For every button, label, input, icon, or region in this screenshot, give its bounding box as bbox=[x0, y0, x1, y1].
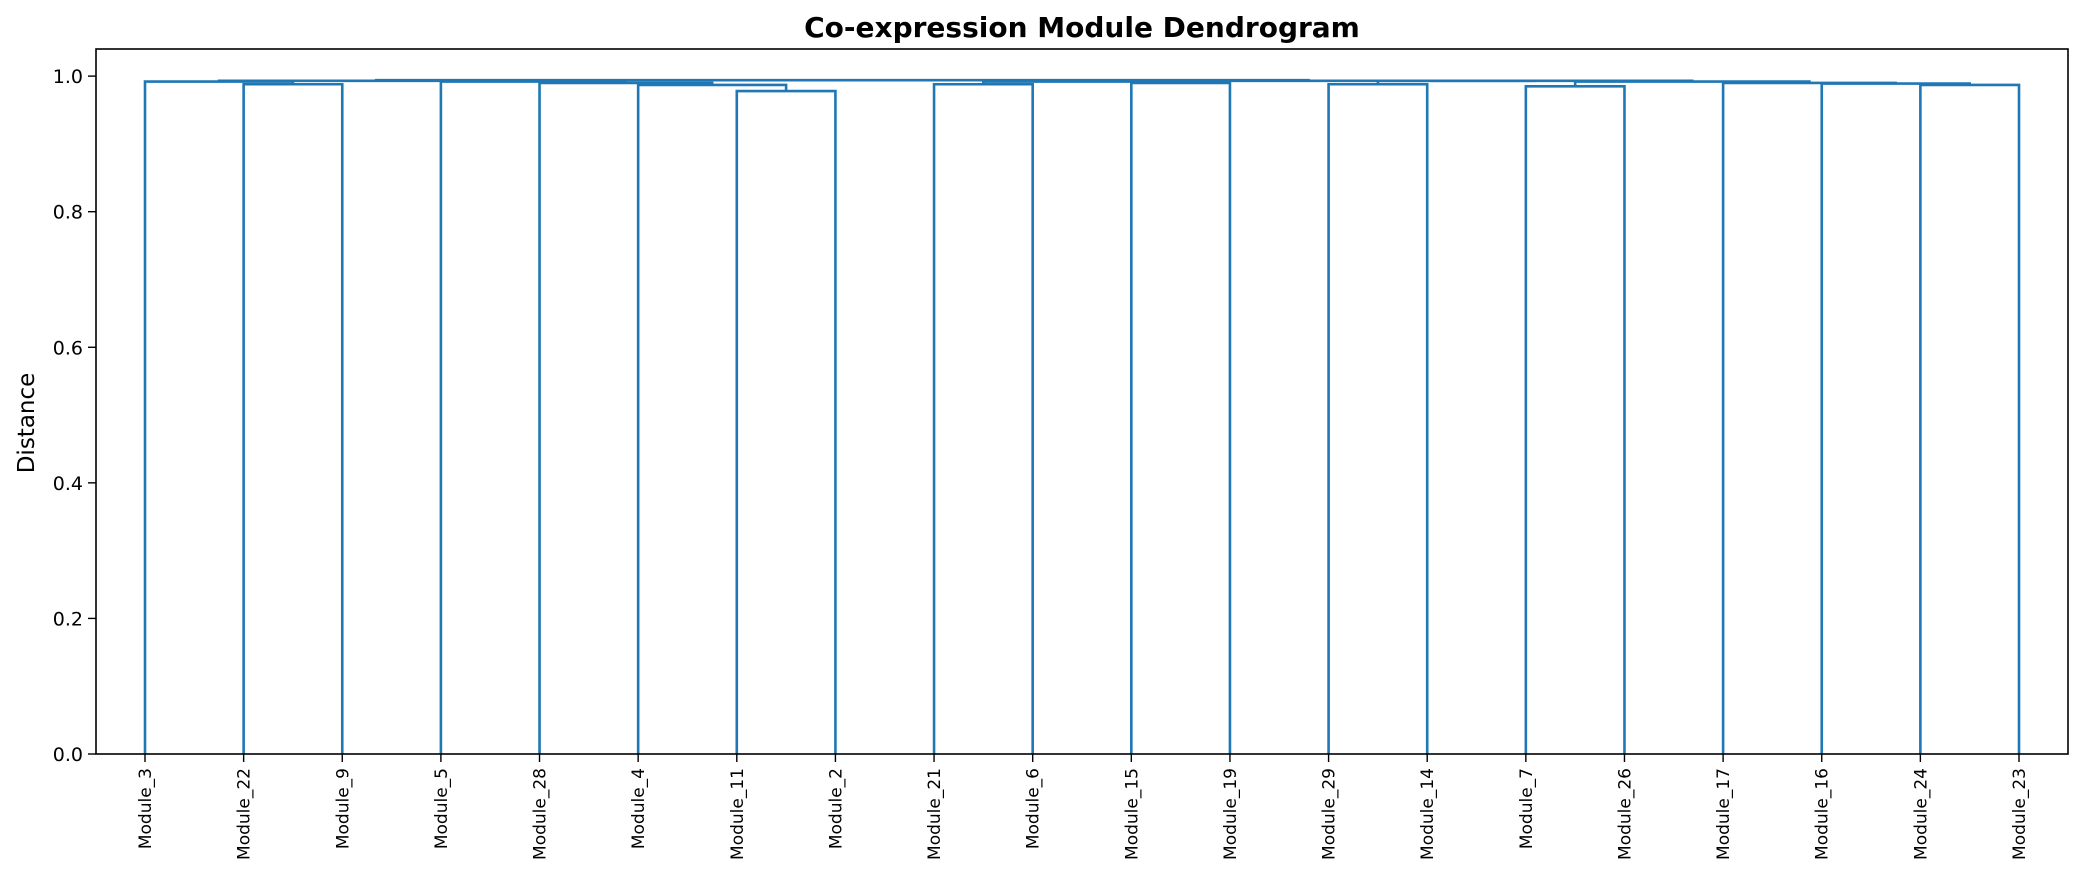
y-tick-label: 0.0 bbox=[53, 744, 83, 766]
dendrogram-links bbox=[143, 78, 2021, 754]
dendrogram-link bbox=[1573, 80, 1811, 87]
leaf-label: Module_23 bbox=[2010, 768, 2030, 860]
leaf-label: Module_7 bbox=[1517, 768, 1537, 849]
leaf-label: Module_28 bbox=[531, 768, 551, 860]
y-axis-ticks: 0.0 0.2 0.4 0.6 0.8 1.0 bbox=[53, 66, 96, 766]
leaf-label: Module_5 bbox=[432, 768, 452, 849]
y-tick-label: 0.6 bbox=[53, 337, 83, 359]
plot-area-frame bbox=[95, 48, 2069, 755]
dendrogram-link bbox=[143, 80, 295, 754]
x-axis-leaf-labels: Module_3 Module_22 Module_9 Module_5 Module_… bbox=[136, 754, 2030, 860]
dendrogram-link bbox=[1524, 84, 1626, 754]
dendrogram-link bbox=[538, 81, 714, 754]
leaf-label: Module_9 bbox=[333, 768, 353, 849]
dendrogram-link bbox=[374, 78, 1310, 82]
y-tick-label: 0.2 bbox=[53, 608, 83, 630]
y-tick-label: 0.8 bbox=[53, 202, 83, 224]
leaf-label: Module_16 bbox=[1813, 768, 1833, 860]
dendrogram-link bbox=[1130, 81, 1232, 754]
leaf-label: Module_3 bbox=[136, 768, 156, 849]
dendrogram-link bbox=[1820, 82, 1971, 754]
leaf-label: Module_4 bbox=[629, 768, 649, 849]
chart-title: Co-expression Module Dendrogram bbox=[804, 11, 1360, 44]
y-axis-label: Distance bbox=[14, 373, 40, 474]
leaf-label: Module_24 bbox=[1911, 768, 1931, 860]
leaf-label: Module_14 bbox=[1418, 768, 1438, 860]
dendrogram-link bbox=[242, 82, 344, 754]
dendrogram-link bbox=[735, 89, 837, 754]
leaf-label: Module_21 bbox=[925, 768, 945, 860]
leaf-label: Module_11 bbox=[728, 768, 748, 860]
leaf-label: Module_29 bbox=[1320, 768, 1340, 860]
leaf-label: Module_17 bbox=[1714, 768, 1734, 860]
leaf-label: Module_2 bbox=[826, 768, 846, 849]
leaf-label: Module_15 bbox=[1122, 768, 1142, 860]
leaf-label: Module_26 bbox=[1615, 768, 1635, 860]
dendrogram-link bbox=[1327, 82, 1429, 754]
dendrogram-link bbox=[932, 82, 1034, 754]
dendrogram-link bbox=[1721, 81, 1898, 754]
leaf-label: Module_19 bbox=[1221, 768, 1241, 860]
y-tick-label: 0.4 bbox=[53, 473, 83, 495]
dendrogram-link bbox=[982, 80, 1182, 85]
y-tick-label: 1.0 bbox=[53, 66, 83, 88]
dendrogram-link bbox=[636, 83, 788, 754]
leaf-label: Module_6 bbox=[1024, 768, 1044, 849]
dendrogram-link bbox=[1919, 83, 2021, 754]
dendrogram-link bbox=[439, 80, 628, 754]
leaf-label: Module_22 bbox=[235, 768, 255, 860]
